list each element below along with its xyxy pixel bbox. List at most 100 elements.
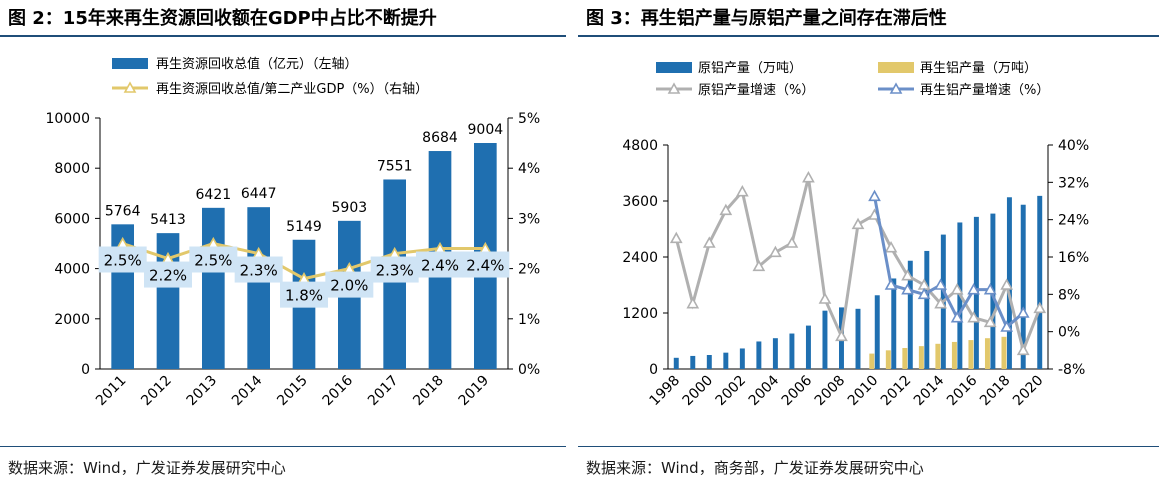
line-primary-growth-point <box>934 297 947 309</box>
bar-primary <box>756 341 762 369</box>
bar-recycled <box>918 346 924 369</box>
bar <box>247 207 270 369</box>
legend-label-line: 再生资源回收总值/第二产业GDP（%）（右轴） <box>156 81 428 97</box>
source-note: 数据来源：Wind，广发证券发展研究中心 <box>8 459 286 477</box>
y-tick-label-right: 16% <box>1058 250 1089 266</box>
line-primary-growth-point <box>884 241 898 253</box>
bar-recycled <box>951 341 957 369</box>
x-tick-label: 2010 <box>845 373 882 410</box>
line-primary-growth-point <box>1016 343 1030 356</box>
x-tick-label: 2000 <box>680 373 717 410</box>
line-primary-growth-point <box>1033 301 1047 314</box>
bar-primary <box>789 333 795 369</box>
x-tick-label: 2014 <box>911 372 948 409</box>
x-tick-label: 2016 <box>320 372 357 409</box>
line-recycled-growth-point <box>917 287 931 300</box>
x-tick-label: 2018 <box>410 373 447 410</box>
legend-label-recycled-growth: 再生铝产量增速（%） <box>920 83 1049 98</box>
bar-recycled <box>968 340 974 369</box>
line-value-label: 2.2% <box>149 267 187 285</box>
y-tick-label-left: 8000 <box>54 161 90 177</box>
bar-value-label: 6421 <box>196 187 232 203</box>
legend-marker-recycled-growth <box>889 82 903 94</box>
legend-swatch-recycled-bar <box>878 62 914 73</box>
line-primary-growth-point <box>967 311 981 323</box>
x-tick-label: 2013 <box>184 373 221 410</box>
y-tick-label-left: 3600 <box>622 194 658 210</box>
bar-primary <box>805 325 811 369</box>
line-value-label: 2.5% <box>104 252 142 270</box>
line-primary-growth-point <box>719 203 733 216</box>
y-tick-label-right: 3% <box>518 211 540 227</box>
legend-swatch-primary-bar <box>656 62 692 73</box>
bar-value-label: 5413 <box>150 212 186 228</box>
line-label-box <box>144 261 192 288</box>
bar-recycled <box>885 350 891 369</box>
line-label-box <box>416 251 464 278</box>
bar-recycled <box>984 338 990 369</box>
y-tick-label-left: 2400 <box>622 250 658 266</box>
y-tick-label-right: 32% <box>1058 175 1089 191</box>
bar-value-label: 7551 <box>377 158 413 174</box>
bar-value-label: 6447 <box>241 186 277 202</box>
line-recycled-growth <box>873 196 1025 330</box>
y-tick-label-right: 2% <box>518 262 540 278</box>
x-tick-label: 2011 <box>93 373 130 410</box>
line-primary-growth-point <box>950 283 964 295</box>
bar-value-label: 5903 <box>332 200 368 216</box>
bar-value-label: 9004 <box>468 122 504 138</box>
x-tick-label: 2016 <box>944 372 981 409</box>
line-recycled-growth-point <box>950 311 964 323</box>
line-recycled-growth-point <box>884 278 898 290</box>
bar-recycled <box>935 343 941 369</box>
bar-recycled <box>1001 336 1007 369</box>
bar-primary <box>690 355 696 369</box>
chart-panel-recycling: 图 2：15年来再生资源回收额在GDP中占比不断提升 再生资源回收总值（亿元）（… <box>0 0 566 491</box>
bar-primary <box>673 357 679 369</box>
x-tick-label: 2020 <box>1010 373 1047 410</box>
line-recycled-growth-point <box>967 283 981 295</box>
line-primary-growth-point <box>752 259 766 272</box>
bar <box>202 207 225 369</box>
x-tick-label: 2008 <box>812 373 849 410</box>
bar-primary <box>822 310 828 369</box>
line-value-label: 2.4% <box>466 257 504 275</box>
bar-primary <box>772 338 778 369</box>
bar-primary <box>855 308 861 369</box>
line-primary-growth-point <box>835 329 848 342</box>
line-value-label: 2.4% <box>421 257 459 275</box>
x-tick-label: 2012 <box>138 373 175 410</box>
line-primary-growth-point <box>686 297 700 309</box>
y-tick-label-right: -8% <box>1058 362 1085 378</box>
y-tick-label-left: 4800 <box>622 138 658 154</box>
line-recycled-growth-point <box>1000 320 1014 332</box>
y-tick-label-left: 2000 <box>54 312 90 328</box>
bar-primary <box>874 295 880 369</box>
x-tick-label: 2019 <box>456 373 493 410</box>
line-value-label: 2.3% <box>240 262 278 280</box>
y-tick-label-left: 4000 <box>54 262 90 278</box>
source-divider <box>0 446 566 447</box>
line-label-box <box>98 246 147 273</box>
bar-recycled <box>869 353 875 369</box>
chart-panel-aluminum: 图 3：再生铝产量与原铝产量之间存在滞后性 原铝产量（万吨） 再生铝产量（万吨）原… <box>578 0 1159 491</box>
legend-marker-line <box>123 81 137 93</box>
title-divider <box>0 35 566 37</box>
line-primary-growth-point <box>785 236 799 248</box>
bar-value-label: 5764 <box>105 203 141 219</box>
chart-svg-recycling: 再生资源回收总值（亿元）（左轴） 再生资源回收总值/第二产业GDP（%）（右轴） 0… <box>45 56 540 410</box>
line-recycled-growth-point <box>868 189 881 202</box>
line-primary-growth-point <box>735 185 749 197</box>
line-label-box <box>189 246 238 273</box>
line-value-label: 2.3% <box>376 262 414 280</box>
legend-swatch-bar <box>112 58 148 69</box>
source-note: 数据来源：Wind，商务部，广发证券发展研究中心 <box>586 459 924 477</box>
line-primary-growth-point <box>669 231 683 244</box>
y-tick-label-right: 4% <box>518 161 540 177</box>
x-tick-label: 2006 <box>779 372 816 409</box>
line-label-box <box>370 256 419 283</box>
line-value-label: 1.8% <box>285 287 323 305</box>
y-tick-label-right: 0% <box>518 362 540 378</box>
y-tick-label-left: 0 <box>649 362 658 378</box>
y-tick-label-right: 8% <box>1058 287 1080 303</box>
